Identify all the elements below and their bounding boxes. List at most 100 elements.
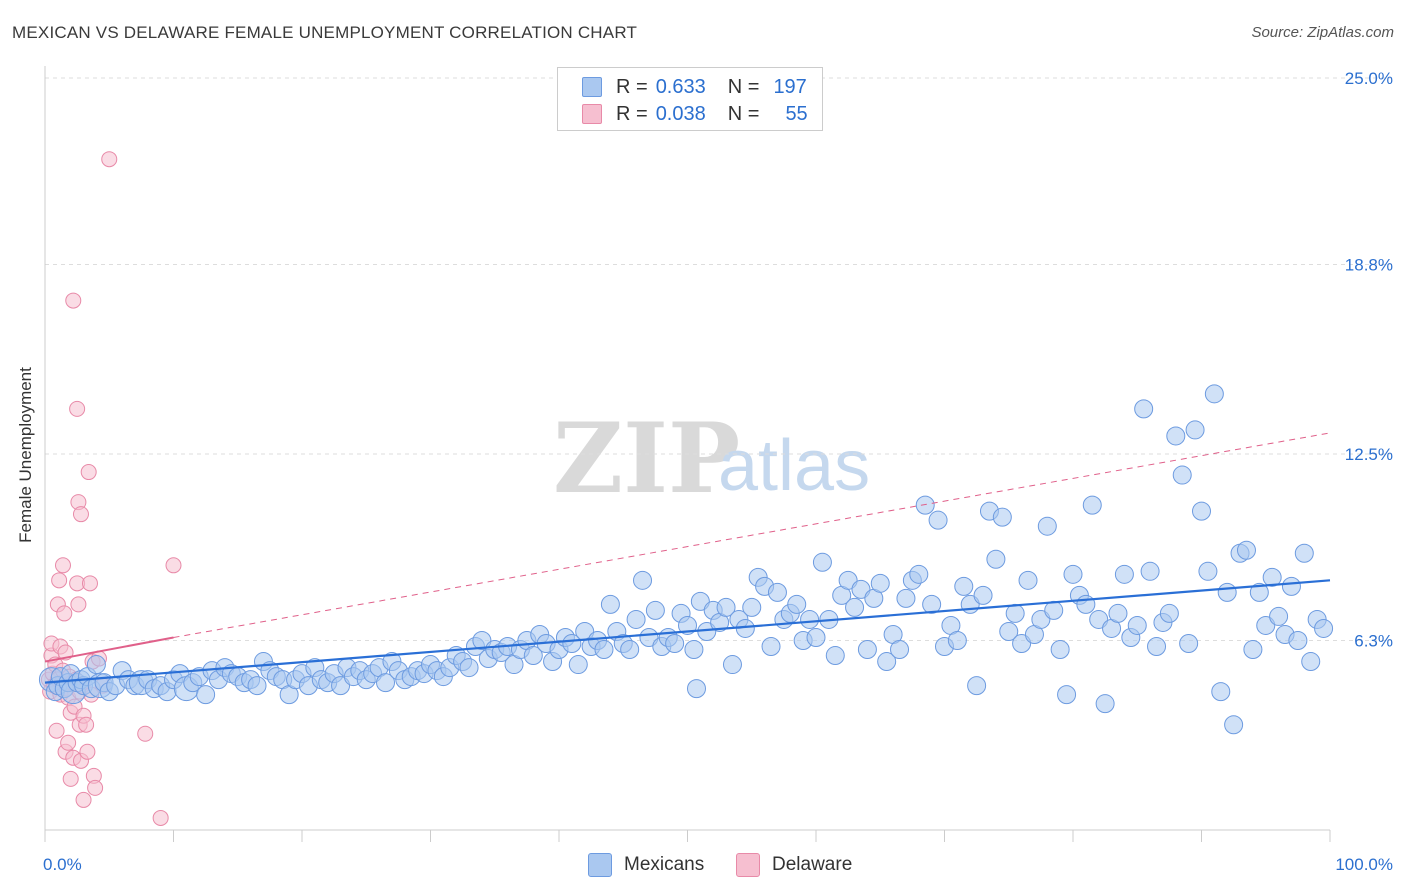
delaware-point [165,557,182,574]
mexican-point [1127,615,1147,635]
mexican-point [954,576,974,596]
mexican-point [684,640,704,660]
mexican-point [1249,582,1269,602]
mexican-point [196,685,216,705]
mexican-point [1301,652,1321,672]
delaware-point [137,725,154,742]
mexican-point [645,600,665,620]
source-label: Source: ZipAtlas.com [1251,24,1394,41]
mexican-points [38,384,1334,735]
series-legend-mexicans[interactable]: Mexicans [588,852,704,878]
mexican-point [1236,540,1256,560]
mexican-point [973,585,993,605]
mexican-point [1185,420,1205,440]
mexican-point [845,597,865,617]
delaware-point [62,770,79,787]
mexican-point [812,552,832,572]
mexican-point [1204,384,1224,404]
delaware-point [72,506,89,523]
mexicans-legend-label: Mexicans [624,854,705,875]
mexican-point [761,637,781,657]
mexican-point [1172,465,1192,485]
trend-lines [44,432,1331,684]
mexican-point [86,655,106,675]
delaware-legend-swatch [736,853,760,877]
mexican-point [928,510,948,530]
mexican-point [896,588,916,608]
legend-r-label: R = [616,102,648,125]
mexican-point [716,597,736,617]
x-tick-label: 0.0% [43,855,82,874]
mexican-point [1243,640,1263,660]
mexican-point [594,640,614,660]
mexican-point [633,570,653,590]
mexican-point [857,640,877,660]
mexican-point [1076,594,1096,614]
mexican-point [1108,603,1128,623]
delaware-legend-label: Delaware [772,854,853,875]
delaware-point [48,722,65,739]
mexican-point [922,594,942,614]
mexican-point [1166,426,1186,446]
mexicans-trend-line [44,579,1331,684]
legend-n-label: N = [727,75,760,98]
mexican-point [1057,685,1077,705]
mexican-point [1082,495,1102,515]
mexican-point [247,676,267,696]
mexican-point [1005,603,1025,623]
y-tick-label: 25.0% [1345,69,1393,88]
mexican-point [947,630,967,650]
chart-title: MEXICAN VS DELAWARE FEMALE UNEMPLOYMENT … [12,23,638,42]
delaware-point [79,743,96,760]
delaware-point [65,292,82,309]
mexican-point [1044,600,1064,620]
mexican-point [787,594,807,614]
delaware-point [87,779,104,796]
legend-n-label: N = [727,102,760,125]
mexican-point [986,549,1006,569]
mexican-point [877,652,897,672]
delaware-point [69,400,86,417]
y-tick-label: 6.3% [1354,631,1393,650]
mexican-point [678,615,697,635]
legend-n-value: 197 [773,75,807,98]
mexican-point [742,597,762,617]
y-tick-label: 12.5% [1345,445,1393,464]
mexican-point [1114,564,1134,584]
mexican-point [870,573,890,593]
mexican-point [1314,618,1334,638]
legend-row-mexicans: R = 0.633 N = 197 [582,75,807,99]
mexican-point [1063,564,1083,584]
legend-r-value: 0.633 [655,75,706,98]
mexican-point [1217,582,1237,602]
mexican-point [999,621,1019,641]
mexican-point [915,495,935,515]
mexican-point [1269,606,1289,626]
grid-lines [45,77,1392,641]
legend-r-value: 0.038 [655,102,706,125]
delaware-point [78,716,95,733]
mexican-point [1179,634,1199,654]
delaware-point [70,596,87,613]
mexican-point [1018,570,1038,590]
mexican-point [992,507,1012,527]
mexican-point [722,655,742,675]
mexican-point [1198,561,1218,581]
delaware-point [54,557,71,574]
mexican-point [626,609,646,629]
delaware-point [80,464,97,481]
mexican-point [1050,640,1070,660]
delaware-point [60,734,77,751]
tick-labels: 6.3% 12.5% 18.8% 25.0% 0.0% 100.0% [43,69,1393,874]
mexican-point [767,582,787,602]
mexican-point [459,658,479,678]
mexican-point [600,594,620,614]
watermark-zip: ZIP [553,402,740,515]
correlation-legend: R = 0.633 N = 197 R = 0.038 N = 55 [557,67,823,131]
mexican-point [1134,399,1154,419]
series-legend-delaware[interactable]: Delaware [736,852,852,878]
mexican-point [1224,715,1244,735]
mexican-point [686,679,706,699]
delaware-trend-line [44,636,174,663]
